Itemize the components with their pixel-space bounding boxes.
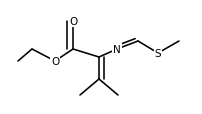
- Text: O: O: [51, 57, 59, 66]
- Text: N: N: [113, 45, 121, 54]
- Text: O: O: [69, 17, 77, 27]
- Text: S: S: [155, 49, 161, 58]
